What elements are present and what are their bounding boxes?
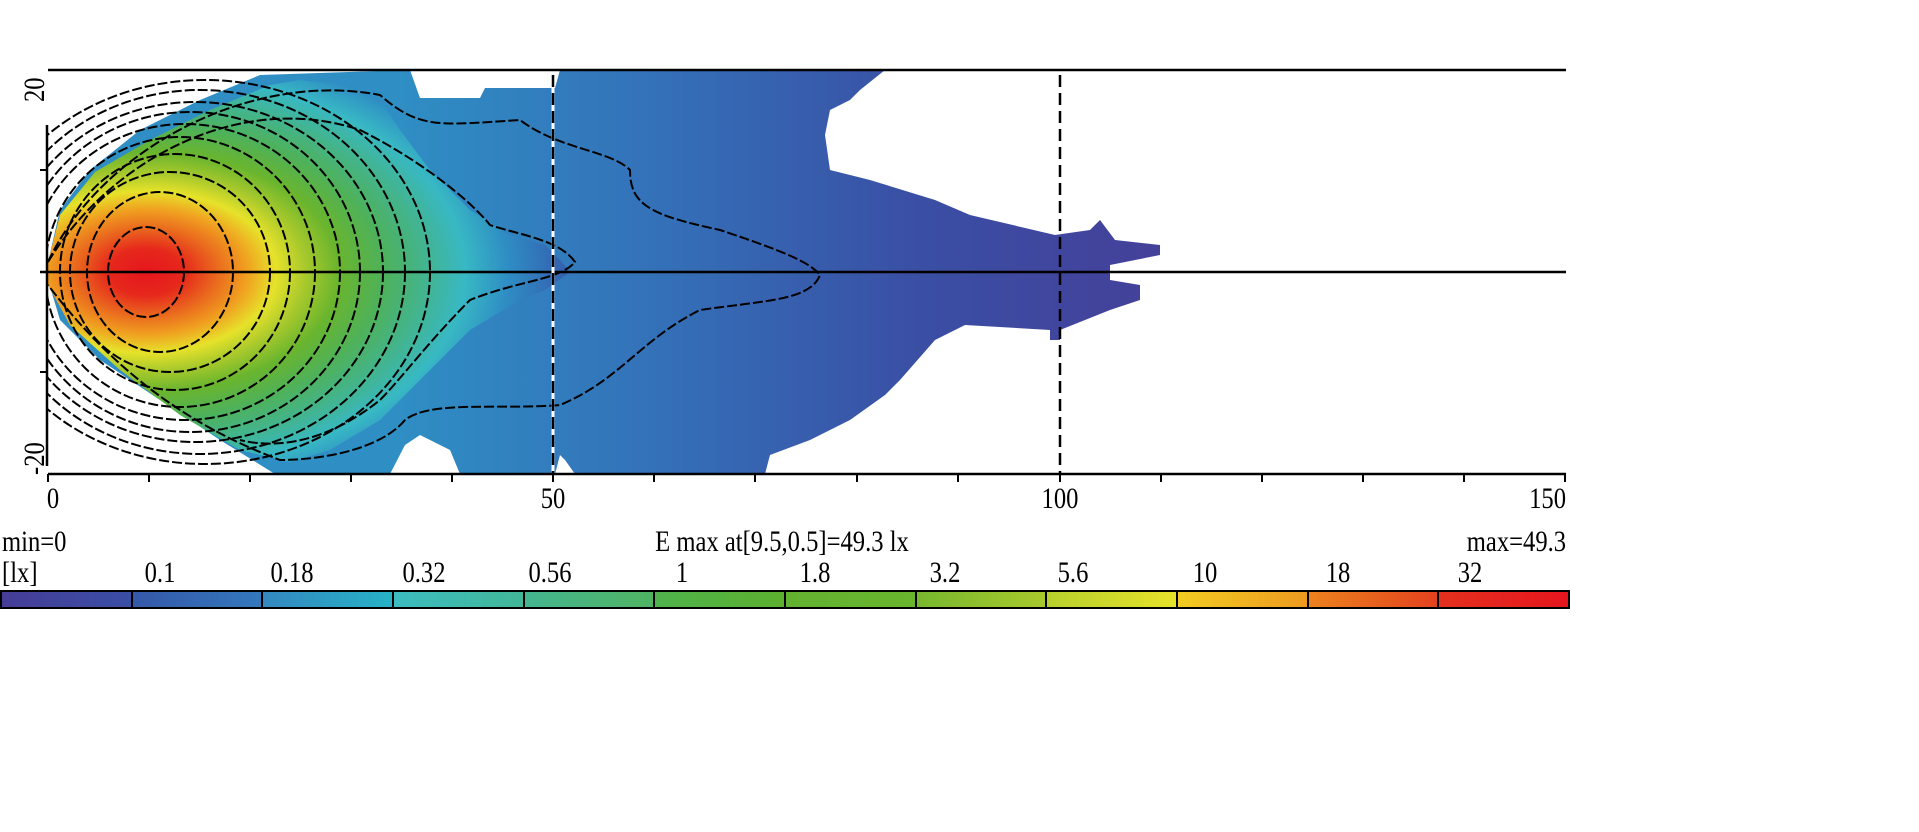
colorbar-tick-label: 32 — [1457, 556, 1483, 589]
x-ticks — [47, 474, 1566, 482]
colorbar-segment — [1178, 592, 1309, 607]
x-tick-label-150: 150 — [1529, 482, 1566, 515]
y-tick-label-top: 20 — [18, 77, 51, 102]
colorbar-segment — [263, 592, 395, 607]
colorbar-segment — [1047, 592, 1179, 607]
colorbar-tick-label: 0.32 — [402, 556, 446, 589]
colorbar-tick-label: 0.1 — [144, 556, 176, 589]
x-tick-label-50: 50 — [540, 482, 566, 515]
colorbar-segment — [786, 592, 917, 607]
colorbar-tick-label: 0.56 — [528, 556, 572, 589]
colorbar-segment — [2, 592, 133, 607]
colorbar-segment — [1439, 592, 1569, 607]
colorbar-segment — [524, 592, 656, 607]
colorbar-segment — [132, 592, 264, 607]
x-tick-label-100: 100 — [1041, 482, 1079, 515]
colorbar-unit-label: [lx] — [2, 556, 38, 589]
colorbar-segment — [394, 592, 525, 607]
colorbar-segment — [655, 592, 787, 607]
colorbar-segment — [1308, 592, 1440, 607]
colorbar-tick-label: 5.6 — [1057, 556, 1089, 589]
max-location-label: E max at[9.5,0.5]=49.3 lx — [655, 525, 909, 558]
y-tick-label-bottom: -20 — [18, 442, 51, 475]
min-value-label: min=0 — [2, 525, 67, 558]
colorbar — [0, 590, 1570, 609]
colorbar-tick-label: 1.8 — [799, 556, 831, 589]
colorbar-tick-label: 0.18 — [270, 556, 314, 589]
colorbar-tick-label: 1 — [675, 556, 689, 589]
colorbar-tick-label: 3.2 — [929, 556, 961, 589]
max-value-label: max=49.3 — [1466, 525, 1566, 558]
colorbar-tick-label: 10 — [1192, 556, 1218, 589]
colorbar-tick-label: 18 — [1325, 556, 1351, 589]
colorbar-segment — [916, 592, 1048, 607]
x-tick-label-0: 0 — [46, 482, 60, 515]
